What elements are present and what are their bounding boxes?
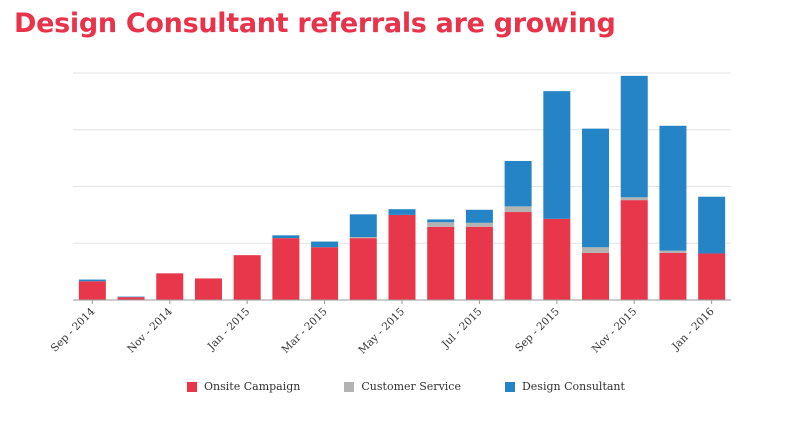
bar-segment-customer-service <box>582 247 610 253</box>
bar-segment-design-consultant <box>388 209 416 215</box>
legend-swatch-design-consultant <box>504 381 515 392</box>
bar-segment-onsite-campaign <box>582 252 610 300</box>
x-tick-label: Jan - 2015 <box>205 306 253 354</box>
x-tick-label: Jul - 2015 <box>439 306 484 351</box>
bar-segment-onsite-campaign <box>272 238 300 300</box>
bar-segment-onsite-campaign <box>659 252 687 300</box>
bar-segment-onsite-campaign <box>311 247 339 300</box>
legend-item-onsite-campaign: Onsite Campaign <box>187 380 300 393</box>
legend-item-customer-service: Customer Service <box>344 380 461 393</box>
bar-segment-design-consultant <box>465 209 493 223</box>
bar-segment-onsite-campaign <box>388 214 416 301</box>
bar-segment-customer-service <box>659 250 687 253</box>
bar-segment-design-consultant <box>582 128 610 248</box>
x-tick-label: Sep - 2015 <box>513 306 562 355</box>
bar-segment-design-consultant <box>659 125 687 251</box>
legend-swatch-customer-service <box>344 381 355 392</box>
chart-title: Design Consultant referrals are growing <box>14 8 616 39</box>
bar-segment-design-consultant <box>620 75 648 198</box>
bar-segment-onsite-campaign <box>543 218 571 300</box>
bar-segment-customer-service <box>504 206 532 213</box>
x-tick-label: Jan - 2016 <box>669 305 717 353</box>
bar-segment-design-consultant <box>698 196 726 254</box>
x-tick-label: Sep - 2014 <box>49 305 98 354</box>
bar-segment-design-consultant <box>117 296 145 298</box>
legend-item-design-consultant: Design Consultant <box>504 380 625 393</box>
bar-segment-onsite-campaign <box>78 281 106 300</box>
bar-segment-design-consultant <box>272 235 300 239</box>
x-tick-label: Nov - 2015 <box>590 306 640 356</box>
bar-segment-onsite-campaign <box>349 238 377 300</box>
x-tick-label: Mar - 2015 <box>280 306 330 356</box>
bar-segment-onsite-campaign <box>117 297 145 300</box>
legend-label-onsite-campaign: Onsite Campaign <box>204 380 301 393</box>
bar-segment-onsite-campaign <box>504 212 532 300</box>
legend-label-design-consultant: Design Consultant <box>521 380 625 393</box>
bar-segment-onsite-campaign <box>620 200 648 300</box>
legend-label-customer-service: Customer Service <box>361 380 461 393</box>
bar-segment-design-consultant <box>78 279 106 282</box>
bar-segment-onsite-campaign <box>233 255 261 300</box>
legend: Onsite Campaign Customer Service Design … <box>0 380 812 393</box>
bar-segment-onsite-campaign <box>194 278 222 300</box>
bar-segment-onsite-campaign <box>427 226 455 300</box>
x-tick-label: May - 2015 <box>356 306 407 357</box>
bar-segment-onsite-campaign <box>465 226 493 300</box>
bar-segment-onsite-campaign <box>698 253 726 300</box>
bar-segment-customer-service <box>349 237 377 239</box>
bar-segment-design-consultant <box>311 241 339 248</box>
bar-segment-design-consultant <box>504 160 532 207</box>
bar-segment-design-consultant <box>349 214 377 238</box>
x-tick-label: Nov - 2014 <box>125 305 175 355</box>
bar-segment-design-consultant <box>543 91 571 219</box>
bar-segment-customer-service <box>465 222 493 227</box>
bar-segment-design-consultant <box>427 219 455 223</box>
legend-swatch-onsite-campaign <box>187 381 198 392</box>
bar-segment-customer-service <box>427 222 455 227</box>
bar-segment-customer-service <box>620 197 648 201</box>
bar-segment-onsite-campaign <box>156 273 184 300</box>
